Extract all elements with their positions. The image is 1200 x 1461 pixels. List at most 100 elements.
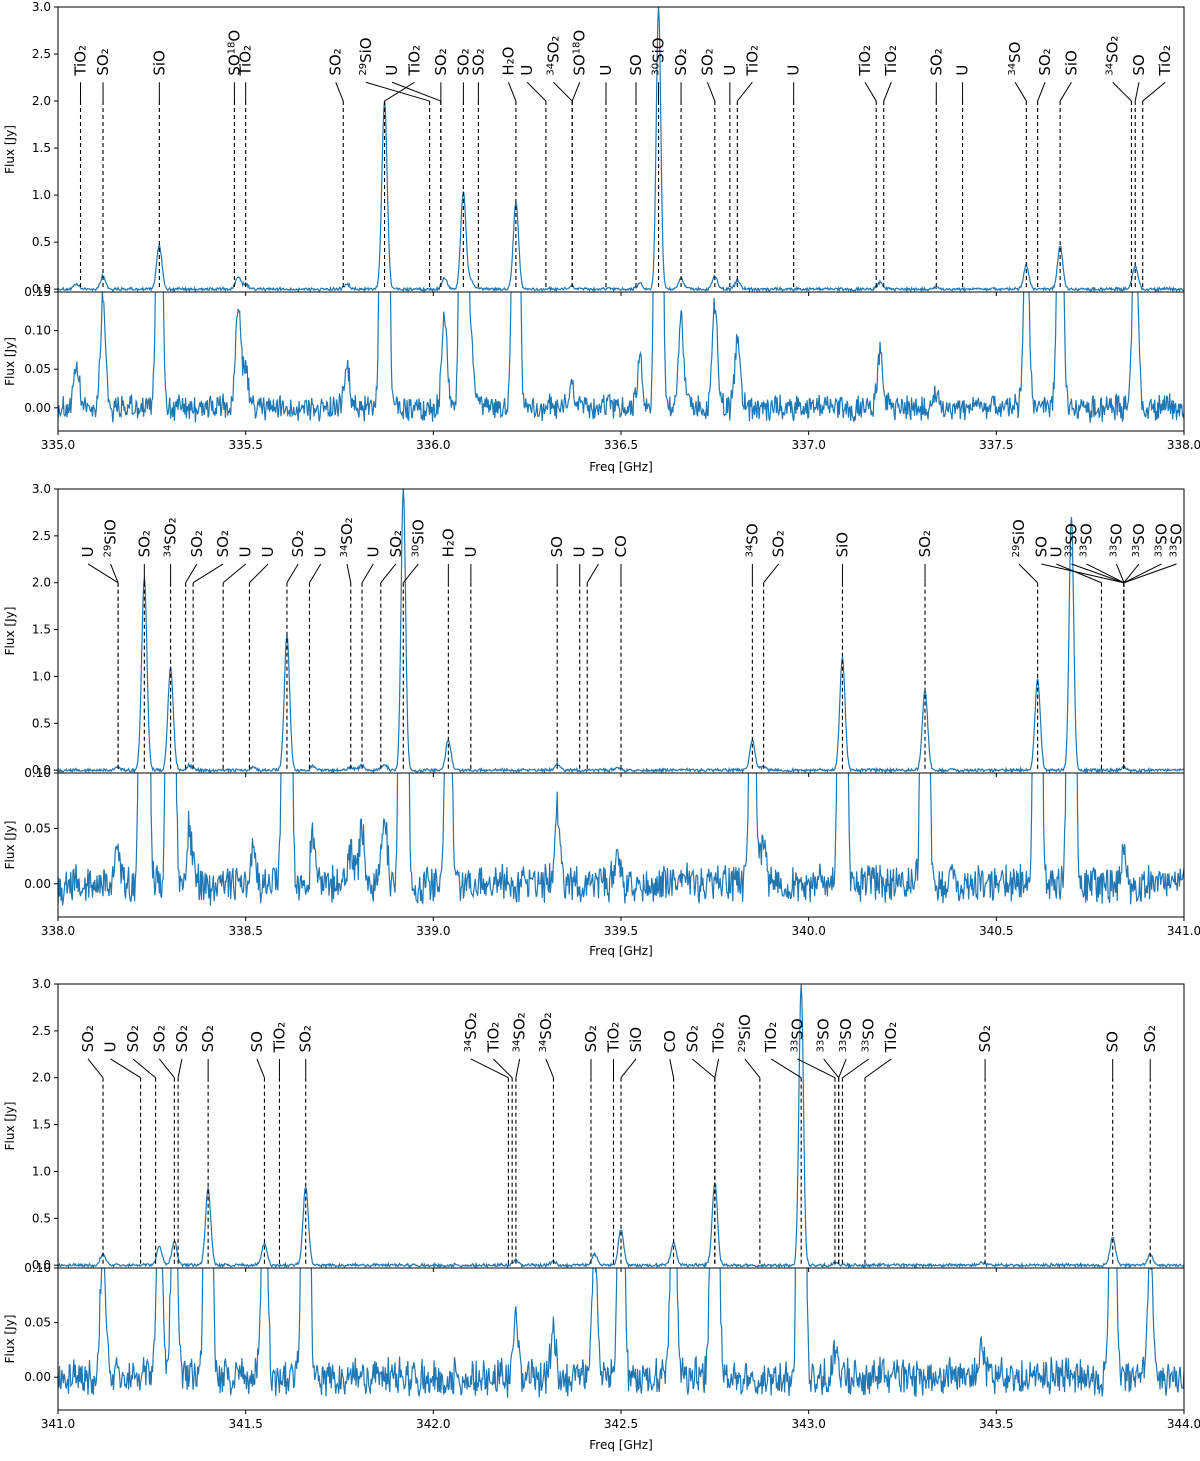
line-label: SO₂ bbox=[135, 530, 153, 557]
x-tick-label: 335.0 bbox=[41, 438, 75, 452]
line-label: SO18O bbox=[225, 30, 243, 76]
line-label: U bbox=[571, 546, 589, 557]
y-tick-label: 0.05 bbox=[24, 821, 51, 835]
line-label: 33SO bbox=[788, 1018, 806, 1052]
line-label: U bbox=[597, 65, 615, 76]
label-leader bbox=[365, 81, 430, 102]
line-label: 34SO₂ bbox=[1104, 36, 1122, 76]
label-leader bbox=[744, 1058, 761, 1079]
line-label: U bbox=[462, 546, 480, 557]
axes-frame-zoom bbox=[57, 1267, 1185, 1411]
line-label: U bbox=[589, 546, 607, 557]
x-tick-label: 343.5 bbox=[979, 1417, 1013, 1431]
label-leader bbox=[714, 1058, 720, 1078]
label-leader bbox=[1123, 563, 1162, 584]
line-label: SO₂ bbox=[297, 1025, 315, 1052]
line-label: SO bbox=[1032, 536, 1050, 557]
label-leader bbox=[185, 563, 198, 583]
line-label: SO bbox=[627, 54, 645, 75]
x-tick-label: 341.5 bbox=[228, 1417, 262, 1431]
label-leader bbox=[402, 563, 419, 584]
label-leader bbox=[132, 1058, 156, 1079]
panel-upper: 0.0 0.5 1.0 1.5 2.0 2.5 3.0 Flux [Jy] 0.00 0.05 0.… bbox=[3, 0, 1200, 474]
x-tick-label: 338.0 bbox=[41, 924, 75, 938]
label-leader bbox=[669, 1058, 675, 1078]
line-label: SO bbox=[548, 536, 566, 557]
label-leader bbox=[864, 81, 877, 102]
y-tick-label: 0.05 bbox=[24, 1316, 51, 1330]
x-axis-label: Freq [GHz] bbox=[589, 1438, 653, 1452]
line-label: SO₂ bbox=[1036, 48, 1054, 75]
line-label: SO₂ bbox=[150, 1025, 168, 1052]
line-label: U bbox=[785, 65, 803, 76]
x-tick-label: 340.5 bbox=[979, 924, 1013, 938]
line-label: 30SiO bbox=[650, 37, 668, 75]
y-axis-label: Flux [Jy] bbox=[3, 821, 17, 870]
line-label: 29SiO bbox=[1010, 519, 1028, 557]
y-tick-label: 3.0 bbox=[32, 482, 51, 496]
y-axis-label: Flux [Jy] bbox=[3, 607, 17, 656]
x-tick-label: 337.5 bbox=[979, 438, 1013, 452]
line-label: TiO₂ bbox=[604, 1022, 622, 1054]
line-label: SO₂ bbox=[469, 48, 487, 75]
line-label: SiO bbox=[833, 532, 851, 558]
y-tick-label: 0.5 bbox=[32, 716, 51, 730]
x-tick-label: 339.0 bbox=[416, 924, 450, 938]
line-label: TiO₂ bbox=[762, 1022, 780, 1054]
line-label: TiO₂ bbox=[856, 45, 874, 77]
y-tick-label: 2.0 bbox=[32, 576, 51, 590]
label-leader bbox=[249, 563, 269, 584]
x-tick-label: 342.0 bbox=[416, 1417, 450, 1431]
label-leader bbox=[256, 1058, 265, 1078]
label-leader bbox=[391, 81, 442, 102]
y-tick-label: 2.5 bbox=[32, 1024, 51, 1038]
label-leader bbox=[736, 81, 753, 102]
label-leader bbox=[545, 1058, 554, 1078]
line-label: U bbox=[237, 546, 255, 557]
label-leader bbox=[842, 1058, 870, 1079]
line-label: SO bbox=[1130, 54, 1148, 75]
label-leader bbox=[286, 563, 299, 583]
label-leader bbox=[192, 563, 224, 584]
line-label: 34SO₂ bbox=[511, 1012, 529, 1052]
y-tick-label: 0.5 bbox=[32, 235, 51, 249]
line-label: CO bbox=[612, 535, 630, 557]
y-tick-label: 0.0 bbox=[32, 282, 51, 296]
label-leader bbox=[691, 1058, 716, 1079]
line-label: 33SO bbox=[1107, 523, 1125, 557]
line-label: 34SO₂ bbox=[544, 36, 562, 76]
y-axis-label: Flux [Jy] bbox=[3, 1102, 17, 1151]
y-tick-label: 1.5 bbox=[32, 1118, 51, 1132]
line-label: 30SiO bbox=[409, 519, 427, 557]
line-label: U bbox=[259, 546, 277, 557]
x-tick-label: 339.5 bbox=[604, 924, 638, 938]
line-label: U bbox=[954, 65, 972, 76]
label-leader bbox=[222, 563, 246, 584]
line-label: TiO₂ bbox=[1156, 45, 1174, 77]
line-label: 33SO bbox=[1167, 523, 1185, 557]
y-tick-label: 1.5 bbox=[32, 623, 51, 637]
panel-middle: 0.0 0.5 1.0 1.5 2.0 2.5 3.0 Flux [Jy] 0.00 0.05 0.… bbox=[3, 482, 1200, 958]
y-axis-label: Flux [Jy] bbox=[3, 337, 17, 386]
label-leader bbox=[1041, 563, 1125, 584]
label-leader bbox=[823, 1058, 840, 1079]
line-label: U bbox=[364, 546, 382, 557]
y-tick-label: 0.5 bbox=[32, 1211, 51, 1225]
label-leader bbox=[1018, 563, 1038, 584]
line-label: SO₂ bbox=[432, 48, 450, 75]
line-label: SO₂ bbox=[214, 530, 232, 557]
y-tick-label: 1.0 bbox=[32, 669, 51, 683]
spectrum-line-main bbox=[58, 984, 1184, 1268]
x-tick-label: 336.0 bbox=[416, 438, 450, 452]
y-axis-label: Flux [Jy] bbox=[3, 1315, 17, 1364]
label-leader bbox=[620, 1058, 637, 1079]
y-tick-label: 0.15 bbox=[24, 285, 51, 299]
line-label: TiO₂ bbox=[743, 45, 761, 77]
label-leader bbox=[1123, 563, 1177, 584]
label-leader bbox=[1014, 81, 1027, 102]
line-label: SO₂ bbox=[582, 1025, 600, 1052]
line-label: SiO bbox=[627, 1027, 645, 1053]
label-leader bbox=[361, 563, 374, 583]
line-label: SO bbox=[1104, 1031, 1122, 1052]
